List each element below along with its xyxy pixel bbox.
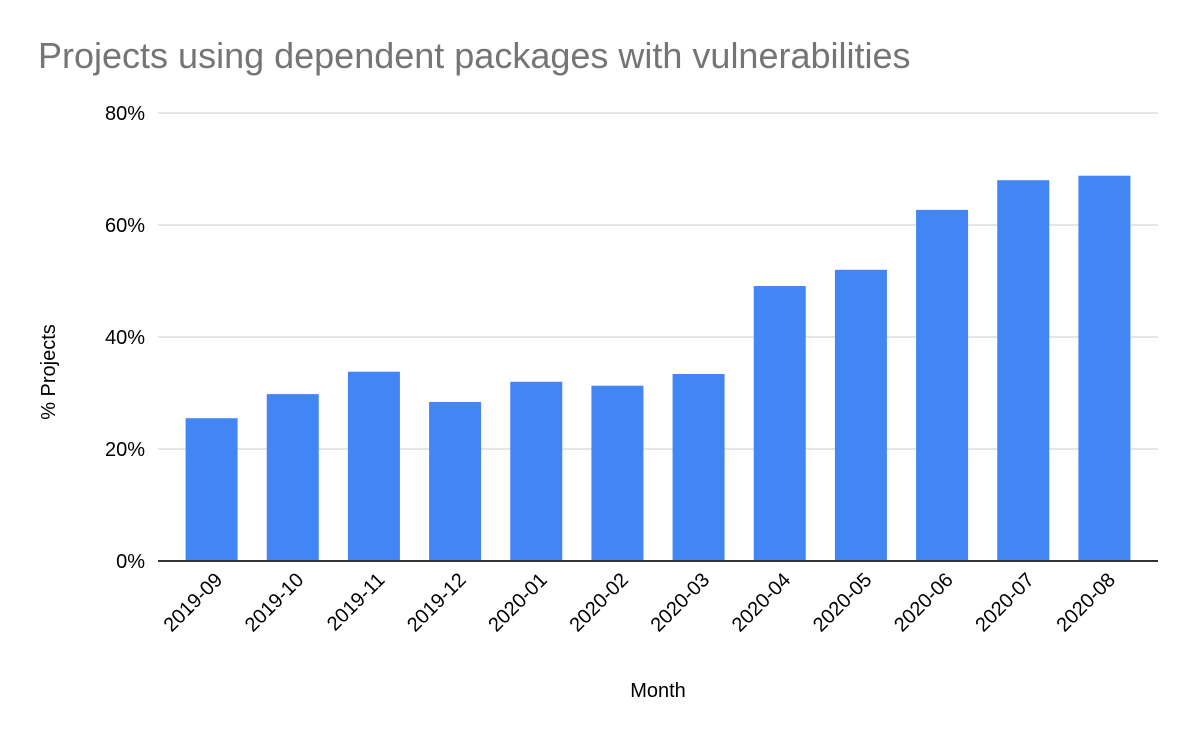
bar-2020-04	[753, 286, 806, 561]
bar-2019-11	[347, 371, 400, 561]
bar-2019-09	[185, 418, 238, 561]
bar-2020-05	[834, 269, 887, 561]
x-tick-label: 2019-10	[241, 569, 308, 636]
x-tick-label: 2020-06	[890, 569, 957, 636]
y-tick-label: 20%	[105, 439, 145, 461]
x-tick-label: 2019-09	[160, 569, 227, 636]
x-axis-label: Month	[630, 680, 686, 702]
bar-2020-01	[510, 381, 563, 561]
y-tick-label: 40%	[105, 327, 145, 349]
x-tick-label: 2020-05	[809, 569, 876, 636]
bar-2020-02	[591, 385, 644, 561]
bar-2019-12	[429, 401, 482, 561]
x-tick-label: 2020-04	[728, 569, 795, 636]
bar-2020-08	[1078, 175, 1131, 561]
bar-2020-06	[916, 209, 969, 561]
y-tick-label: 60%	[105, 215, 145, 237]
bar-2020-03	[672, 373, 725, 561]
x-tick-label: 2020-07	[971, 569, 1038, 636]
x-tick-label: 2020-03	[647, 569, 714, 636]
y-tick-label: 80%	[105, 103, 145, 125]
bar-2020-07	[997, 180, 1050, 561]
x-tick-label: 2019-11	[323, 569, 389, 635]
chart-title: Projects using dependent packages with v…	[38, 35, 911, 76]
x-tick-label: 2019-12	[403, 569, 470, 636]
y-axis-label: % Projects	[38, 324, 60, 420]
x-tick-label: 2020-08	[1052, 569, 1119, 636]
bar-2019-10	[266, 394, 319, 561]
y-tick-label: 0%	[116, 551, 145, 573]
x-tick-label: 2020-02	[565, 569, 632, 636]
x-tick-label: 2020-01	[484, 569, 551, 636]
